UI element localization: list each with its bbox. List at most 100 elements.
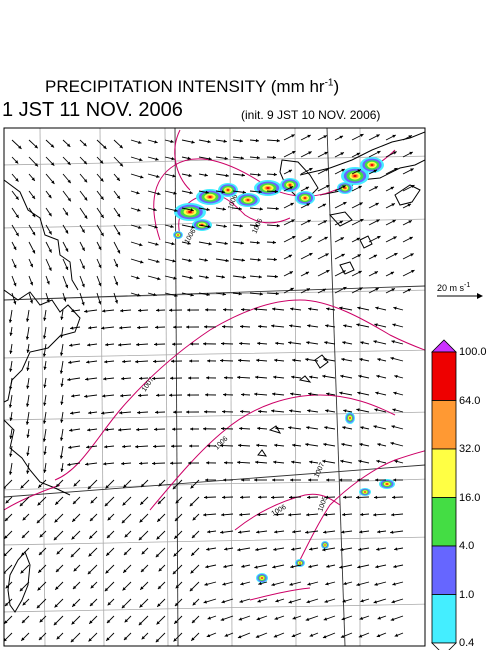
colorbar-level-label: 0.4 — [459, 637, 475, 649]
wind-arrow — [309, 632, 319, 637]
wind-arrow — [283, 202, 295, 209]
wind-arrow — [236, 375, 251, 380]
wind-arrow — [300, 219, 312, 226]
precip-cell — [295, 191, 315, 205]
wind-arrow — [9, 428, 13, 439]
coastline-segment — [4, 289, 81, 403]
wind-arrow — [325, 409, 336, 413]
colorbar-segment — [431, 594, 457, 644]
wind-arrow — [206, 359, 217, 363]
wind-arrow — [309, 375, 319, 379]
wind-arrow — [96, 207, 105, 219]
wind-arrow — [198, 258, 208, 262]
wind-arrow — [394, 632, 404, 637]
wind-arrow — [359, 357, 370, 362]
wind-arrow — [240, 392, 251, 397]
colorbar-over-triangle — [431, 339, 457, 353]
wind-arrow — [155, 393, 166, 397]
wind-arrow — [174, 598, 183, 607]
wind-arrow — [385, 252, 398, 260]
wind-arrow — [323, 615, 336, 621]
wind-arrow — [130, 156, 143, 162]
precip-cell — [321, 541, 329, 549]
wind-arrow — [59, 360, 64, 374]
wind-arrow — [358, 459, 370, 464]
wind-arrow — [292, 615, 302, 620]
isobar-line — [54, 299, 425, 481]
colorbar-segment — [431, 400, 457, 450]
chart-title: PRECIPITATION INTENSITY (mm hr-1) — [45, 77, 340, 96]
reference-vector-label: 20 m s-1 — [437, 282, 471, 293]
wind-arrow — [101, 326, 115, 330]
wind-arrow — [283, 186, 294, 192]
wind-arrow — [203, 598, 217, 604]
wind-arrow — [341, 357, 353, 362]
wind-arrow — [300, 203, 311, 209]
wind-arrow — [84, 309, 98, 313]
wind-arrow — [79, 173, 88, 183]
wind-arrow — [306, 426, 319, 430]
wind-arrow — [189, 427, 200, 431]
wind-arrow — [45, 173, 55, 185]
precip-cell — [256, 573, 268, 583]
wind-arrow — [289, 324, 302, 328]
wind-arrow — [324, 341, 336, 345]
wind-arrow — [60, 462, 64, 472]
wind-arrow — [139, 513, 149, 523]
wind-arrow — [70, 411, 81, 415]
coastline-segment — [329, 211, 353, 227]
wind-arrow — [274, 615, 285, 620]
wind-arrow — [8, 394, 13, 408]
wind-arrow — [368, 169, 378, 175]
wind-arrow — [79, 241, 86, 252]
wind-arrow — [249, 258, 261, 262]
wind-arrow — [266, 240, 277, 245]
major-grid-line — [326, 128, 346, 646]
wind-arrow — [5, 496, 13, 504]
wind-arrow — [152, 359, 166, 364]
wind-arrow — [356, 408, 370, 413]
wind-arrow — [205, 376, 217, 380]
wind-arrow — [198, 139, 211, 144]
wind-arrow — [62, 190, 72, 202]
wind-arrow — [300, 271, 310, 277]
wind-vectors — [4, 133, 415, 643]
wind-arrow — [221, 324, 234, 329]
wind-arrow — [232, 156, 244, 160]
wind-arrow — [9, 343, 13, 354]
coastline-segment — [257, 449, 268, 457]
wind-arrow — [358, 374, 370, 379]
wind-arrow — [215, 292, 226, 296]
wind-arrow — [55, 564, 64, 573]
wind-arrow — [96, 190, 105, 201]
wind-arrow — [239, 513, 251, 517]
wind-arrow — [340, 547, 353, 552]
wind-arrow — [221, 495, 234, 500]
wind-arrow — [87, 428, 98, 432]
wind-arrow — [147, 139, 158, 144]
wind-arrow — [271, 409, 285, 413]
coastline-segment — [7, 551, 31, 613]
wind-arrow — [402, 253, 414, 260]
wind-arrow — [317, 220, 328, 226]
wind-arrow — [155, 547, 166, 558]
wind-arrow — [37, 479, 47, 489]
precipitation-cells — [173, 157, 395, 583]
wind-arrow — [283, 219, 295, 226]
wind-arrow — [19, 496, 30, 507]
coastline-segment — [394, 184, 421, 206]
wind-arrow — [96, 156, 104, 164]
wind-arrow — [86, 360, 98, 364]
wind-arrow — [368, 186, 379, 192]
wind-arrow — [255, 547, 268, 552]
wind-arrow — [271, 581, 285, 587]
wind-arrow — [102, 394, 115, 398]
wind-arrow — [156, 598, 166, 608]
wind-arrow — [130, 292, 141, 297]
wind-arrow — [266, 155, 277, 160]
wind-arrow — [103, 377, 115, 381]
wind-arrow — [71, 394, 81, 398]
wind-arrow — [121, 359, 132, 364]
wind-arrow — [334, 286, 347, 294]
wind-arrow — [291, 460, 302, 464]
